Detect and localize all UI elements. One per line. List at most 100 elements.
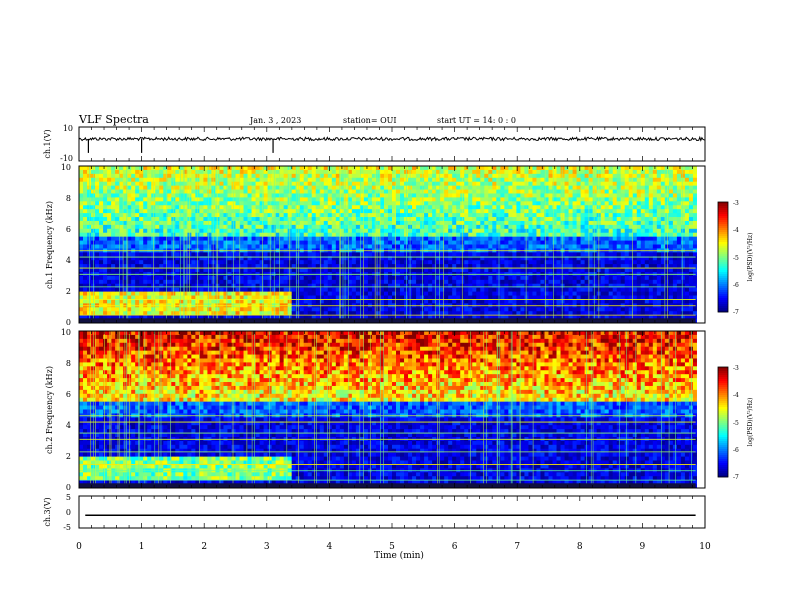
spectrogram-cell xyxy=(271,236,277,241)
spectrogram-cell xyxy=(259,166,264,171)
spectrogram-cell xyxy=(191,224,196,230)
spectrogram-cell xyxy=(295,228,301,234)
spectrogram-cell xyxy=(428,209,433,214)
spectrogram-cell xyxy=(259,299,264,304)
spectrogram-cell xyxy=(355,173,361,179)
spectrogram-cell xyxy=(123,177,128,183)
spectrogram-cell xyxy=(500,220,505,226)
spectrogram-cell xyxy=(560,201,565,206)
spectrogram-cell xyxy=(155,307,160,312)
spectrogram-cell xyxy=(179,236,184,241)
spectrogram-cell xyxy=(528,307,533,312)
spectrogram-cell xyxy=(536,209,541,214)
spectrogram-cell xyxy=(219,169,224,175)
spectrogram-cell xyxy=(99,181,104,187)
spectrogram-cell xyxy=(303,201,309,206)
spectrogram-cell xyxy=(416,240,421,245)
spectrogram-cell xyxy=(315,185,321,190)
spectrogram-cell xyxy=(335,256,341,261)
spectrogram-cell xyxy=(448,291,453,296)
spectrogram-cell xyxy=(159,217,164,222)
spectrogram-cell xyxy=(432,264,437,269)
spectrogram-cell xyxy=(307,291,313,296)
spectrogram-cell xyxy=(540,213,545,218)
spectrogram-cell xyxy=(536,315,541,320)
spectrogram-cell xyxy=(131,291,136,296)
spectrogram-cell xyxy=(472,224,477,230)
spectrogram-cell xyxy=(87,275,92,281)
spectrogram-cell xyxy=(183,217,188,222)
spectrogram-cell xyxy=(428,275,433,281)
spectrogram-cell xyxy=(139,209,144,214)
spectrogram-cell xyxy=(508,189,513,194)
spectrogram-cell xyxy=(432,283,437,289)
spectrogram-cell xyxy=(223,291,228,296)
spectrogram-cell xyxy=(155,256,160,261)
spectrogram-cell xyxy=(135,166,140,171)
spectrogram-cell xyxy=(127,177,132,183)
spectrogram-cell xyxy=(163,205,168,210)
spectrogram-cell xyxy=(544,283,549,289)
spectrogram-cell xyxy=(484,201,489,206)
spectrogram-cell xyxy=(520,220,525,226)
spectrogram-cell xyxy=(323,291,329,296)
spectrogram-cell xyxy=(492,240,497,245)
spectrogram-cell xyxy=(536,193,541,198)
spectrogram-cell xyxy=(564,201,569,206)
spectrogram-cell xyxy=(500,256,505,261)
spectrogram-cell xyxy=(99,177,104,183)
spectrogram-cell xyxy=(143,189,148,194)
spectrogram-cell xyxy=(243,213,248,218)
spectrogram-cell xyxy=(528,189,533,194)
spectrogram-cell xyxy=(219,307,224,312)
spectrogram-cell xyxy=(367,232,373,238)
spectrogram-cell xyxy=(227,166,232,171)
spectrogram-cell xyxy=(291,311,297,316)
spectrogram-cell xyxy=(536,177,541,183)
spectrogram-cell xyxy=(512,311,517,316)
spectrogram-cell xyxy=(331,244,337,249)
spectrogram-cell xyxy=(440,213,445,218)
spectrogram-cell xyxy=(267,244,273,249)
spectrogram-cell xyxy=(99,299,104,304)
spectrogram-cell xyxy=(259,193,264,198)
spectrogram-cell xyxy=(504,283,509,289)
spectrogram-cell xyxy=(472,291,477,296)
spectrogram-cell xyxy=(215,268,220,273)
spectrogram-cell xyxy=(400,181,405,187)
spectrogram-cell xyxy=(263,275,268,281)
spectrogram-cell xyxy=(528,166,533,171)
spectrogram-cell xyxy=(532,291,537,296)
spectrogram-cell xyxy=(195,169,200,175)
spectrogram-cell xyxy=(207,244,212,249)
spectrogram-cell xyxy=(323,283,329,289)
spectrogram-cell xyxy=(536,252,541,257)
spectrogram-cell xyxy=(428,252,433,257)
spectrogram-cell xyxy=(219,209,224,214)
spectrogram-cell xyxy=(159,256,164,261)
spectrogram-cell xyxy=(536,201,541,206)
spectrogram-cell xyxy=(143,291,148,296)
spectrogram-cell xyxy=(315,287,321,293)
spectrogram-cell xyxy=(319,291,325,296)
spectrogram-cell xyxy=(512,166,517,171)
spectrogram-cell xyxy=(227,279,232,285)
spectrogram-cell xyxy=(416,315,421,320)
spectrogram-cell xyxy=(227,299,232,304)
spectrogram-cell xyxy=(375,220,381,226)
spectrogram-cell xyxy=(231,279,236,285)
spectrogram-cell xyxy=(235,252,240,257)
spectrogram-cell xyxy=(400,193,405,198)
spectrogram-cell xyxy=(383,275,389,281)
spectrogram-cell xyxy=(179,311,184,316)
spectrogram-cell xyxy=(367,220,373,226)
spectrogram-cell xyxy=(500,275,505,281)
spectrogram-cell xyxy=(323,181,329,187)
spectrogram-cell xyxy=(444,189,449,194)
spectrogram-cell xyxy=(87,315,92,320)
spectrogram-cell xyxy=(131,177,136,183)
spectrogram-cell xyxy=(416,189,421,194)
spectrogram-cell xyxy=(115,189,120,194)
spectrogram-cell xyxy=(167,279,172,285)
spectrogram-cell xyxy=(307,240,313,245)
